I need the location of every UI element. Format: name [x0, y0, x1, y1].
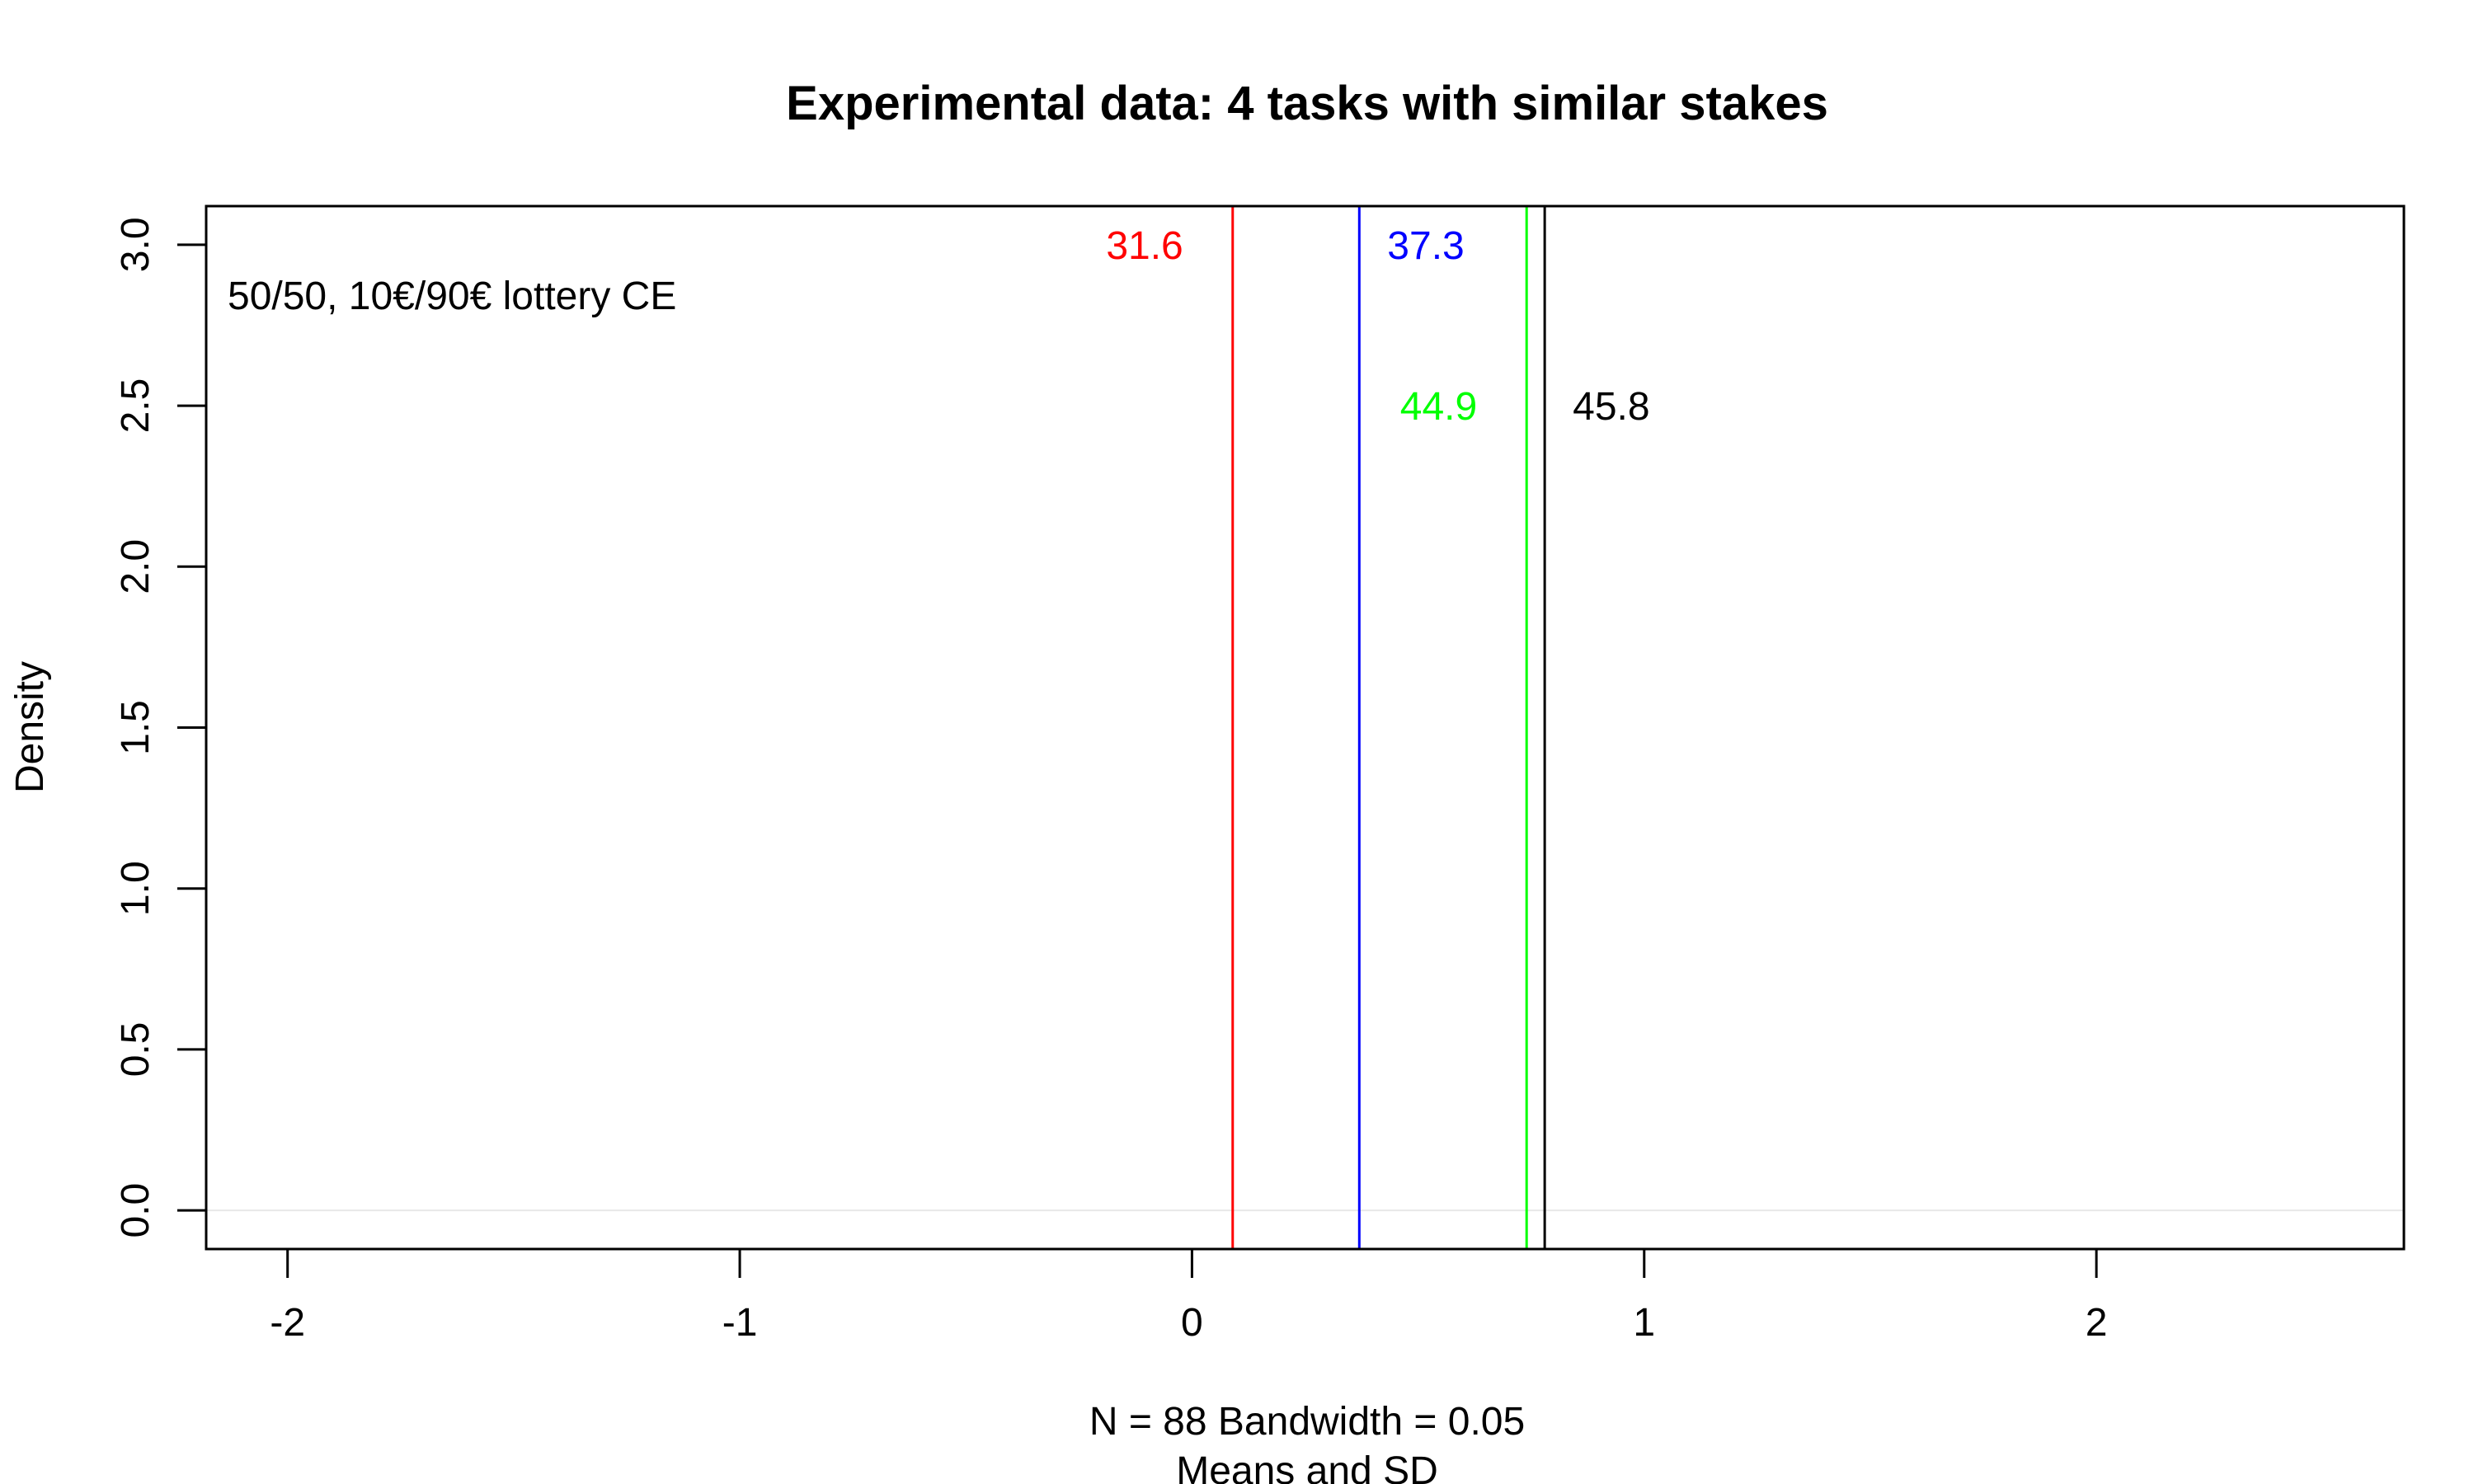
mean-label-3: 45.8 [1573, 385, 1649, 429]
plot-frame [205, 204, 2406, 1251]
plot-area: 31.6 37.3 44.9 45.8 -2 -1 0 1 2 0.0 0.5 1.0 1.5 2.0 2.… [114, 204, 2406, 1345]
y-tick-label-5: 2.5 [114, 378, 158, 434]
y-tick-label-2: 1.0 [114, 861, 158, 916]
y-tick-label-0: 0.0 [114, 1183, 158, 1238]
x-tick-label-4: 2 [2086, 1301, 2108, 1345]
y-axis-label: Density [8, 661, 52, 793]
x-axis-sublabel: Means and SD [1176, 1449, 1438, 1484]
y-tick-label-3: 1.5 [114, 700, 158, 755]
x-tick-label-1: -1 [722, 1301, 758, 1345]
mean-label-1: 37.3 [1387, 224, 1464, 268]
y-tick-label-6: 3.0 [114, 217, 158, 272]
x-tick-label-3: 1 [1633, 1301, 1655, 1345]
x-tick-label-0: -2 [270, 1301, 305, 1345]
chart-title: Experimental data: 4 tasks with similar … [786, 77, 1828, 130]
mean-label-0: 31.6 [1106, 224, 1183, 268]
y-tick-label-1: 0.5 [114, 1022, 158, 1078]
y-tick-label-4: 2.0 [114, 539, 158, 594]
x-axis-label: N = 88 Bandwidth = 0.05 [1089, 1400, 1525, 1444]
x-tick-label-2: 0 [1181, 1301, 1203, 1345]
density-annotation: 50/50, 10€/90€ lottery CE [228, 275, 676, 318]
mean-label-2: 44.9 [1400, 385, 1477, 429]
